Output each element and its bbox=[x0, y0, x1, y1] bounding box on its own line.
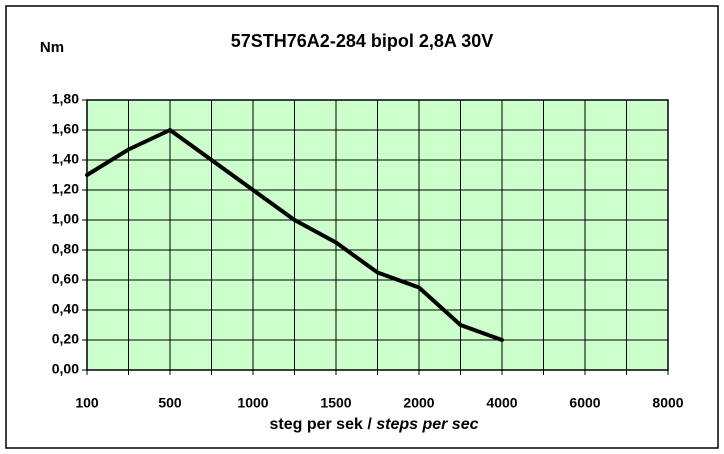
y-axis-label: Nm bbox=[40, 39, 64, 56]
y-tick-label: 0,80 bbox=[52, 241, 79, 257]
x-axis-label-italic: steps per sec bbox=[376, 416, 478, 433]
x-tick-label: 100 bbox=[75, 395, 99, 411]
x-tick-label: 500 bbox=[158, 395, 182, 411]
x-tick-label: 6000 bbox=[569, 395, 600, 411]
chart-title: 57STH76A2-284 bipol 2,8A 30V bbox=[231, 31, 493, 51]
y-tick-label: 0,40 bbox=[52, 301, 79, 317]
x-axis-label: steg per sek / steps per sec bbox=[269, 416, 478, 433]
y-tick-label: 0,00 bbox=[52, 361, 79, 377]
y-tick-label: 1,20 bbox=[52, 181, 79, 197]
y-tick-label: 1,60 bbox=[52, 121, 79, 137]
y-tick-label: 0,20 bbox=[52, 331, 79, 347]
x-tick-label: 1500 bbox=[320, 395, 351, 411]
x-tick-label: 4000 bbox=[486, 395, 517, 411]
x-tick-label: 8000 bbox=[652, 395, 683, 411]
y-tick-label: 1,80 bbox=[52, 91, 79, 107]
x-tick-label: 2000 bbox=[403, 395, 434, 411]
x-axis-label-main: steg per sek / bbox=[269, 416, 372, 433]
line-series bbox=[85, 128, 504, 342]
x-tick-label: 1000 bbox=[237, 395, 268, 411]
y-tick-label: 1,40 bbox=[52, 151, 79, 167]
y-tick-label: 0,60 bbox=[52, 271, 79, 287]
y-tick-label: 1,00 bbox=[52, 211, 79, 227]
